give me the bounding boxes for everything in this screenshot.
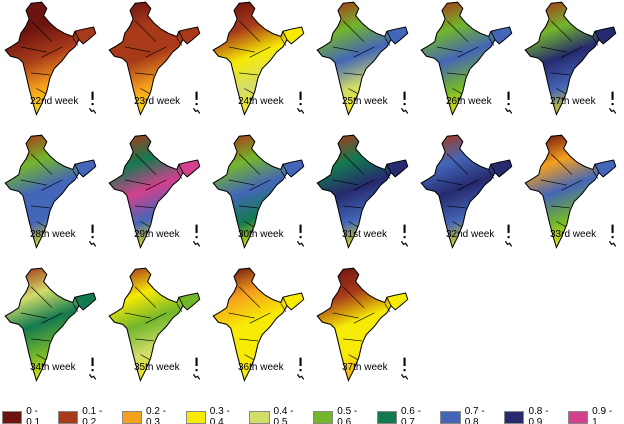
legend-swatch — [312, 410, 334, 424]
legend-swatch — [440, 410, 461, 424]
legend: 0 - 0.1 0.1 - 0.2 0.2 - 0.3 0.3 - 0.4 0.4 - … — [2, 406, 624, 424]
legend-swatch — [249, 410, 270, 424]
map-week: 22nd week — [0, 0, 104, 130]
legend-label: 0.6 - 0.7 — [400, 406, 421, 424]
legend-swatch — [567, 410, 589, 424]
week-label: 25th week — [342, 96, 388, 107]
india-map — [316, 134, 409, 249]
india-map — [420, 134, 513, 249]
legend-label: 0.9 - 1 — [592, 406, 613, 424]
map-week: 23rd week — [104, 0, 208, 130]
map-week: 25th week — [312, 0, 416, 130]
map-week: 32nd week — [416, 133, 520, 263]
india-map — [108, 1, 201, 116]
legend-item: 0.8 - 0.9 — [504, 406, 562, 424]
legend-label: 0.3 - 0.4 — [209, 406, 230, 424]
week-label: 36th week — [238, 362, 284, 373]
legend-item: 0 - 0.1 — [2, 406, 52, 424]
week-label: 31st week — [342, 229, 388, 240]
week-label: 23rd week — [134, 96, 181, 107]
legend-label: 0.4 - 0.5 — [273, 406, 294, 424]
week-label: 29th week — [134, 229, 180, 240]
legend-label: 0 - 0.1 — [26, 406, 41, 424]
week-label: 27th week — [550, 96, 596, 107]
india-map — [212, 134, 305, 249]
india-map — [420, 1, 513, 116]
legend-label: 0.2 - 0.3 — [146, 406, 167, 424]
week-label: 28th week — [30, 229, 76, 240]
legend-swatch — [58, 410, 79, 424]
india-map — [212, 267, 305, 382]
legend-label: 0.5 - 0.6 — [337, 406, 358, 424]
legend-swatch — [376, 410, 397, 424]
map-week: 33rd week — [520, 133, 624, 263]
legend-swatch — [185, 410, 206, 424]
legend-item: 0.7 - 0.8 — [440, 406, 498, 424]
india-map — [4, 267, 97, 382]
legend-label: 0.7 - 0.8 — [464, 406, 485, 424]
legend-item: 0.1 - 0.2 — [58, 406, 116, 424]
india-map — [108, 267, 201, 382]
map-week: 24th week — [208, 0, 312, 130]
week-label: 37th week — [342, 362, 388, 373]
legend-item: 0.2 - 0.3 — [121, 406, 180, 424]
map-week: 34th week — [0, 266, 104, 396]
map-week: 29th week — [104, 133, 208, 263]
week-label: 30th week — [238, 229, 284, 240]
legend-item: 0.4 - 0.5 — [249, 406, 307, 424]
legend-label: 0.8 - 0.9 — [528, 406, 549, 424]
india-map — [4, 134, 97, 249]
week-label: 33rd week — [550, 229, 597, 240]
legend-swatch — [121, 410, 143, 424]
legend-item: 0.6 - 0.7 — [376, 406, 435, 424]
map-week: 28th week — [0, 133, 104, 263]
map-week: 36th week — [208, 266, 312, 396]
legend-swatch — [504, 410, 525, 424]
legend-label: 0.1 - 0.2 — [82, 406, 103, 424]
week-label: 26th week — [446, 96, 492, 107]
week-label: 35th week — [134, 362, 180, 373]
india-map — [108, 134, 201, 249]
week-label: 24th week — [238, 96, 284, 107]
india-map — [4, 1, 97, 116]
map-week: 31st week — [312, 133, 416, 263]
map-week: 27th week — [520, 0, 624, 130]
map-week: 26th week — [416, 0, 520, 130]
map-week: 37th week — [312, 266, 416, 396]
legend-swatch — [2, 410, 23, 424]
india-map — [212, 1, 305, 116]
week-label: 32nd week — [446, 229, 495, 240]
india-map — [524, 134, 617, 249]
map-week: 30th week — [208, 133, 312, 263]
week-label: 22nd week — [30, 96, 79, 107]
legend-item: 0.9 - 1 — [567, 406, 618, 424]
map-week: 35th week — [104, 266, 208, 396]
week-label: 34th week — [30, 362, 76, 373]
legend-item: 0.3 - 0.4 — [185, 406, 244, 424]
india-map — [316, 267, 409, 382]
india-map — [316, 1, 409, 116]
legend-item: 0.5 - 0.6 — [312, 406, 371, 424]
india-map — [524, 1, 617, 116]
